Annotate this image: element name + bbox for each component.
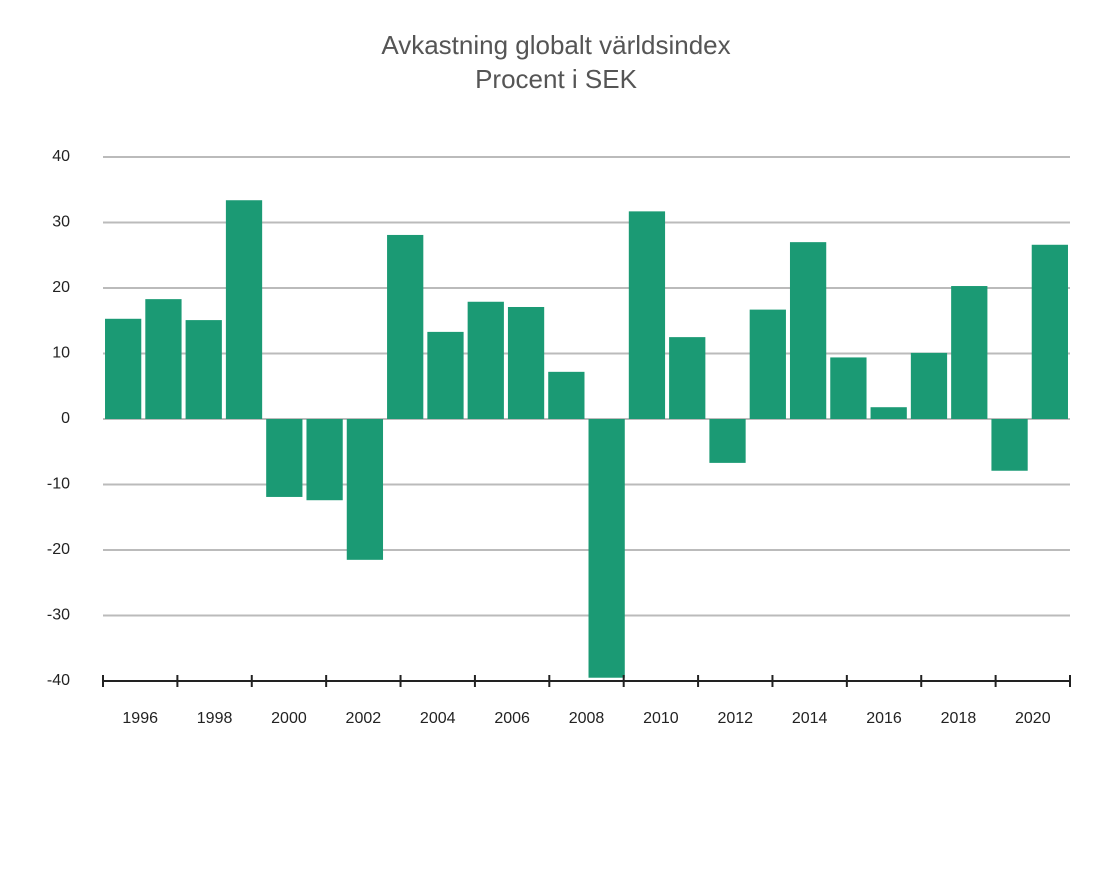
- bar: [306, 419, 343, 501]
- bar: [1031, 244, 1068, 419]
- bar: [427, 331, 464, 419]
- x-tick-label: 2006: [494, 710, 530, 727]
- y-tick-label: 40: [52, 148, 70, 165]
- bar: [266, 419, 303, 497]
- bar: [105, 318, 142, 419]
- y-tick-label: -20: [47, 541, 70, 558]
- bar: [749, 309, 786, 419]
- x-tick-label: 2016: [866, 710, 902, 727]
- y-tick-label: -10: [47, 476, 70, 493]
- bar: [830, 357, 867, 419]
- x-tick-label: 1996: [122, 710, 158, 727]
- y-tick-label: 30: [52, 214, 70, 231]
- bar: [145, 299, 182, 419]
- y-tick-label: -40: [47, 672, 70, 689]
- bar: [789, 242, 827, 419]
- bar: [548, 371, 585, 419]
- x-tick-label: 1998: [197, 710, 233, 727]
- x-tick-label: 2020: [1015, 710, 1051, 727]
- y-tick-label: 20: [52, 279, 70, 296]
- bar: [467, 301, 504, 419]
- x-tick-label: 2010: [643, 710, 679, 727]
- bar: [951, 286, 988, 419]
- x-tick-label: 2018: [941, 710, 977, 727]
- x-tick-label: 2000: [271, 710, 307, 727]
- bar: [507, 306, 545, 419]
- bar: [628, 211, 666, 419]
- bar: [910, 352, 948, 419]
- bar: [991, 419, 1028, 471]
- x-tick-label: 2004: [420, 710, 456, 727]
- bar: [225, 200, 263, 419]
- bar: [709, 419, 746, 463]
- x-tick-label: 2002: [346, 710, 382, 727]
- x-tick-label: 2008: [569, 710, 605, 727]
- y-tick-label: 0: [61, 410, 70, 427]
- x-tick-label: 2014: [792, 710, 828, 727]
- y-tick-label: 10: [52, 345, 70, 362]
- bar: [387, 234, 424, 419]
- bar: [185, 320, 222, 419]
- bar: [588, 419, 625, 678]
- chart-subtitle: Procent i SEK: [475, 64, 638, 94]
- x-tick-label: 2012: [717, 710, 753, 727]
- bar: [870, 407, 907, 419]
- bar: [669, 337, 706, 419]
- chart-title: Avkastning globalt världsindex: [381, 30, 730, 60]
- y-tick-label: -30: [47, 607, 70, 624]
- bar: [346, 419, 384, 560]
